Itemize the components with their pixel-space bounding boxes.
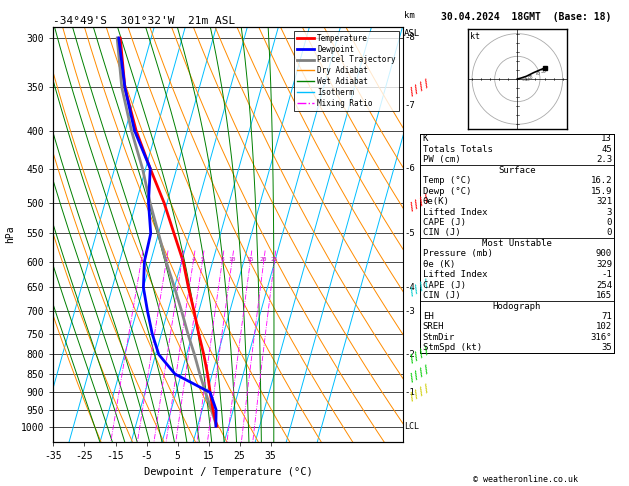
- Text: Surface: Surface: [498, 166, 536, 175]
- Text: 16.2: 16.2: [591, 176, 612, 185]
- Text: -1: -1: [404, 388, 415, 397]
- Text: © weatheronline.co.uk: © weatheronline.co.uk: [474, 474, 578, 484]
- Text: Hodograph: Hodograph: [493, 301, 541, 311]
- Text: 102: 102: [596, 322, 612, 331]
- Text: Most Unstable: Most Unstable: [482, 239, 552, 248]
- Text: 321: 321: [596, 197, 612, 206]
- Text: 71: 71: [601, 312, 612, 321]
- Text: Mixing Ratio (g/kg): Mixing Ratio (g/kg): [425, 183, 434, 286]
- Text: Temp (°C): Temp (°C): [423, 176, 471, 185]
- Text: 4: 4: [191, 257, 195, 261]
- Text: Dewp (°C): Dewp (°C): [423, 187, 471, 196]
- X-axis label: Dewpoint / Temperature (°C): Dewpoint / Temperature (°C): [143, 467, 313, 477]
- Text: 5: 5: [201, 257, 204, 261]
- Text: 70: 70: [535, 71, 540, 76]
- Text: 15: 15: [247, 257, 254, 261]
- Text: 3: 3: [180, 257, 184, 261]
- Text: 30.04.2024  18GMT  (Base: 18): 30.04.2024 18GMT (Base: 18): [441, 12, 611, 22]
- Text: 0: 0: [606, 218, 612, 227]
- Text: StmSpd (kt): StmSpd (kt): [423, 343, 482, 352]
- Text: 2: 2: [164, 257, 168, 261]
- Text: 15.9: 15.9: [591, 187, 612, 196]
- Text: 13: 13: [601, 134, 612, 143]
- Y-axis label: hPa: hPa: [6, 226, 15, 243]
- Text: CIN (J): CIN (J): [423, 291, 460, 300]
- Text: 25: 25: [270, 257, 278, 261]
- Text: 3: 3: [606, 208, 612, 217]
- Text: 20: 20: [260, 257, 267, 261]
- Text: 329: 329: [596, 260, 612, 269]
- Text: -34°49'S  301°32'W  21m ASL: -34°49'S 301°32'W 21m ASL: [53, 16, 236, 26]
- Legend: Temperature, Dewpoint, Parcel Trajectory, Dry Adiabat, Wet Adiabat, Isotherm, Mi: Temperature, Dewpoint, Parcel Trajectory…: [294, 31, 399, 111]
- Text: CAPE (J): CAPE (J): [423, 218, 465, 227]
- Text: 50: 50: [541, 69, 547, 74]
- Text: Pressure (mb): Pressure (mb): [423, 249, 493, 259]
- Text: PW (cm): PW (cm): [423, 155, 460, 164]
- Text: Lifted Index: Lifted Index: [423, 270, 487, 279]
- Text: 254: 254: [596, 280, 612, 290]
- Text: StmDir: StmDir: [423, 333, 455, 342]
- Text: ASL: ASL: [404, 29, 420, 38]
- Text: SREH: SREH: [423, 322, 444, 331]
- Text: ////: ////: [407, 364, 432, 384]
- Text: 0: 0: [606, 228, 612, 238]
- Text: -5: -5: [404, 229, 415, 238]
- Text: EH: EH: [423, 312, 433, 321]
- Text: θe (K): θe (K): [423, 260, 455, 269]
- Text: 316°: 316°: [591, 333, 612, 342]
- Text: sfc: sfc: [522, 77, 530, 82]
- Text: 10: 10: [228, 257, 236, 261]
- Text: 35: 35: [601, 343, 612, 352]
- Text: θe(K): θe(K): [423, 197, 450, 206]
- Text: 1: 1: [139, 257, 143, 261]
- Text: km: km: [404, 12, 415, 20]
- Text: 8: 8: [220, 257, 224, 261]
- Text: 165: 165: [596, 291, 612, 300]
- Text: kt: kt: [469, 32, 479, 41]
- Text: -8: -8: [404, 33, 415, 42]
- Text: K: K: [423, 134, 428, 143]
- Text: 900: 900: [596, 249, 612, 259]
- Text: Lifted Index: Lifted Index: [423, 208, 487, 217]
- Text: -3: -3: [404, 307, 415, 316]
- Text: -2: -2: [404, 350, 415, 359]
- Text: Totals Totals: Totals Totals: [423, 145, 493, 154]
- Text: ////: ////: [407, 192, 432, 213]
- Text: ////: ////: [407, 344, 432, 364]
- Text: ////: ////: [407, 77, 432, 98]
- Text: -1: -1: [601, 270, 612, 279]
- Text: ////: ////: [407, 277, 432, 297]
- Text: 2.3: 2.3: [596, 155, 612, 164]
- Text: -7: -7: [404, 101, 415, 110]
- Text: 85: 85: [527, 75, 533, 80]
- Text: CIN (J): CIN (J): [423, 228, 460, 238]
- Text: -4: -4: [404, 283, 415, 292]
- Text: CAPE (J): CAPE (J): [423, 280, 465, 290]
- Text: ////: ////: [407, 382, 432, 403]
- Text: LCL: LCL: [404, 422, 420, 431]
- Text: 45: 45: [601, 145, 612, 154]
- Text: -6: -6: [404, 164, 415, 173]
